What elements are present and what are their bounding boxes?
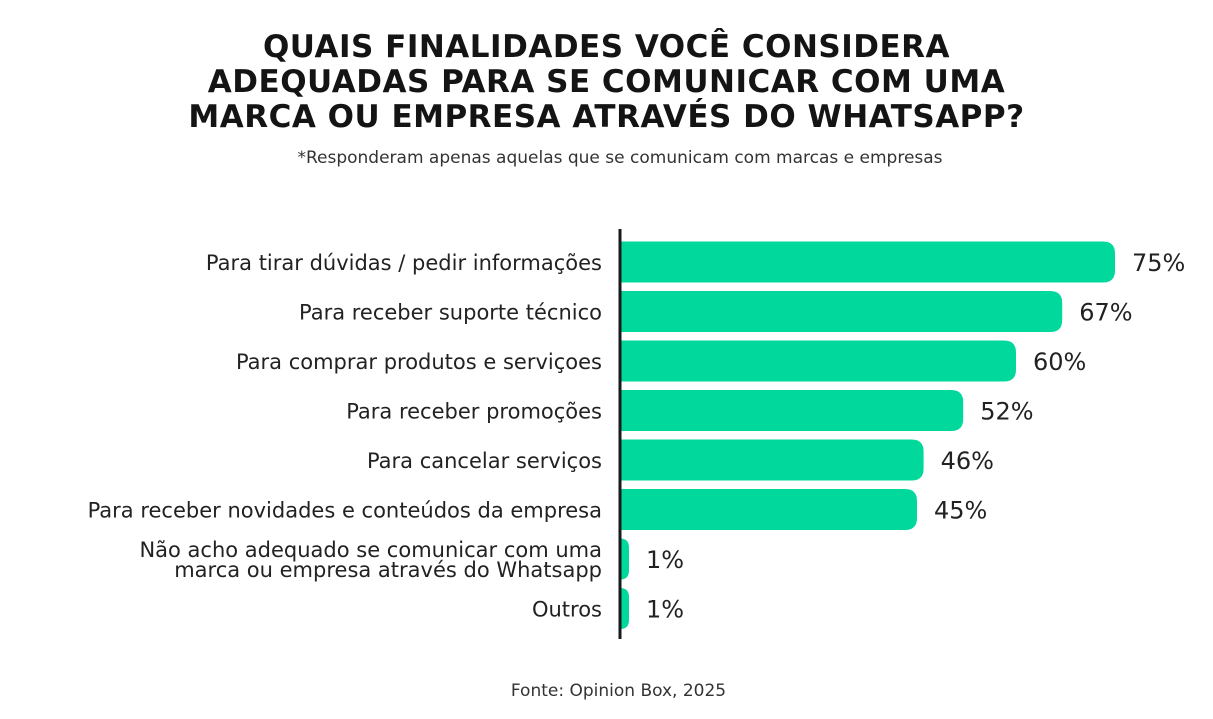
category-label-3: Para comprar produtos e serviçoes: [236, 350, 602, 374]
value-label-8: 1%: [646, 596, 684, 624]
value-label-7: 1%: [646, 546, 684, 574]
category-label-1: Para tirar dúvidas / pedir informações: [206, 251, 602, 275]
value-label-3: 60%: [1033, 348, 1086, 376]
chart-source: Fonte: Opinion Box, 2025: [510, 681, 727, 701]
bars-layer: [620, 241, 1115, 629]
chart-title-line-1: QUAIS FINALIDADES VOCÊ CONSIDERA: [262, 29, 951, 65]
bar-6: [620, 489, 917, 530]
category-label-6: Para receber novidades e conteúdos da em…: [88, 499, 602, 523]
value-label-1: 75%: [1132, 249, 1185, 277]
value-label-2: 67%: [1079, 299, 1132, 327]
bar-3: [620, 340, 1016, 382]
category-label-7-line-2: marca ou empresa através do Whatsapp: [174, 558, 602, 582]
bar-4: [620, 390, 964, 431]
category-label-8: Outros: [532, 598, 602, 622]
value-label-5: 46%: [941, 447, 994, 475]
category-label-4: Para receber promoções: [346, 400, 602, 424]
chart-title-line-2: ADEQUADAS PARA SE COMUNICAR COM UMA: [207, 64, 1006, 100]
category-label-5: Para cancelar serviços: [367, 449, 602, 473]
bar-8: [620, 588, 629, 629]
value-label-4: 52%: [980, 398, 1033, 426]
chart-title: QUAIS FINALIDADES VOCÊ CONSIDERA ADEQUAD…: [0, 30, 1213, 135]
bar-5: [620, 439, 924, 481]
bar-2: [620, 291, 1063, 332]
category-label-7-line-1: Não acho adequado se comunicar com uma: [139, 538, 602, 562]
value-label-6: 45%: [934, 497, 987, 525]
chart-subtitle: *Responderam apenas aquelas que se comun…: [297, 148, 943, 168]
bar-1: [620, 241, 1115, 283]
category-label-2: Para receber suporte técnico: [299, 301, 602, 325]
chart-title-line-3: MARCA OU EMPRESA ATRAVÉS DO WHATSAPP?: [188, 99, 1025, 135]
labels-layer: 75% Para tirar dúvidas / pedir informaçõe…: [88, 249, 1186, 624]
bar-7: [620, 538, 629, 580]
